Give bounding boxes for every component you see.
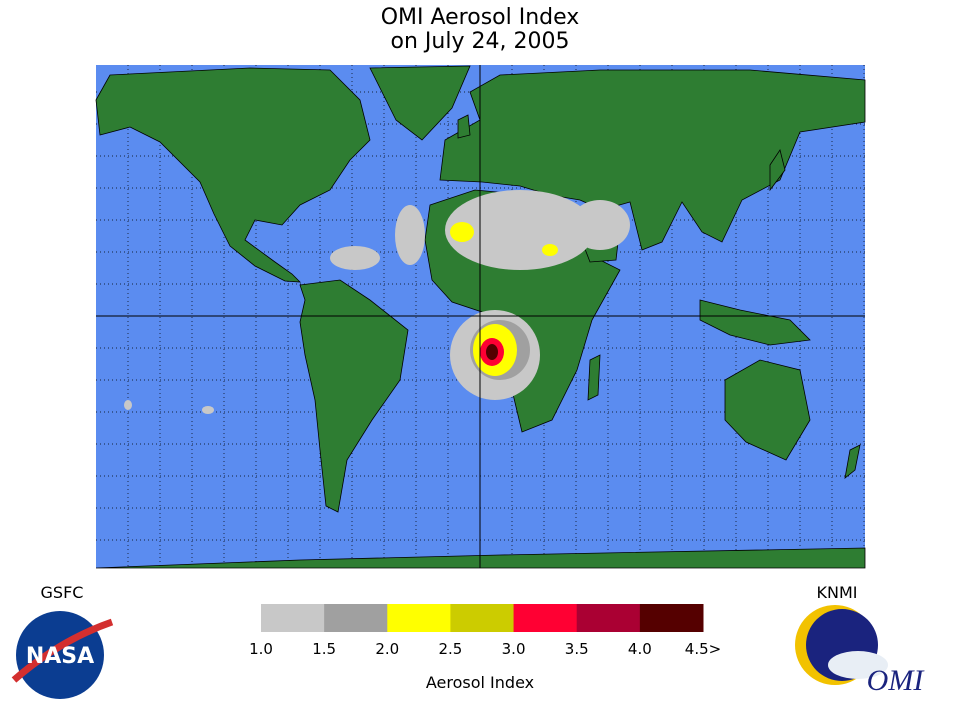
logo-text: OMI [867,664,926,697]
greenland [369,65,471,141]
aerosol-plume [202,406,214,414]
aerosol [124,190,630,414]
aerosol-plume [542,244,558,256]
south-america [299,279,409,513]
indonesia [699,299,811,346]
aerosol-plume [395,205,425,265]
colorbar-label: 3.5 [565,640,589,658]
colorbar-bin [261,604,325,632]
new-zealand [844,444,861,479]
madagascar [587,354,601,401]
aerosol-plume [124,400,132,410]
australia [724,359,811,461]
north-america [95,67,371,283]
colorbar-label: 3.0 [502,640,526,658]
aerosol-plume [330,246,380,270]
aerosol-plume [570,200,630,250]
map [95,65,866,569]
colorbar: 1.0 1.5 2.0 2.5 3.0 3.5 4.0 4.5> [249,604,721,658]
logo-highlight [828,651,888,679]
logo-swoosh [11,618,114,683]
logo-text: NASA [26,644,94,669]
colorbar-label: 1.5 [312,640,336,658]
uk [457,114,471,139]
title: on July 24, 2005 [391,29,570,54]
colorbar-label: 1.0 [249,640,273,658]
colorbar-bin [324,604,388,632]
logo-caption: KNMI [817,583,858,602]
colorbar-bin [450,604,515,632]
title: OMI Aerosol Index [381,5,580,30]
colorbar-bin [387,604,451,632]
colorbar-bin [639,604,704,632]
aerosol-plume [486,344,498,360]
logo-caption: GSFC [41,583,84,602]
aerosol-plume [450,222,474,242]
colorbar-bin [513,604,578,632]
japan [769,149,786,192]
colorbar-label: 2.0 [375,640,399,658]
nasa-logo: NASA [11,611,114,699]
colorbar-label: 2.5 [438,640,462,658]
colorbar-label: 4.5> [685,640,721,658]
colorbar-label: 4.0 [628,640,652,658]
colorbar-bin [576,604,641,632]
eurasia [439,69,866,251]
colorbar-title: Aerosol Index [426,673,534,692]
omi-logo: OMI [795,605,925,697]
